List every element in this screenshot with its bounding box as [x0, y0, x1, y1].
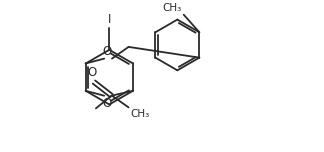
Text: O: O	[102, 97, 112, 110]
Text: I: I	[108, 13, 111, 26]
Text: CH₃: CH₃	[131, 109, 150, 119]
Text: O: O	[102, 45, 112, 58]
Text: O: O	[87, 66, 97, 79]
Text: CH₃: CH₃	[163, 3, 182, 13]
